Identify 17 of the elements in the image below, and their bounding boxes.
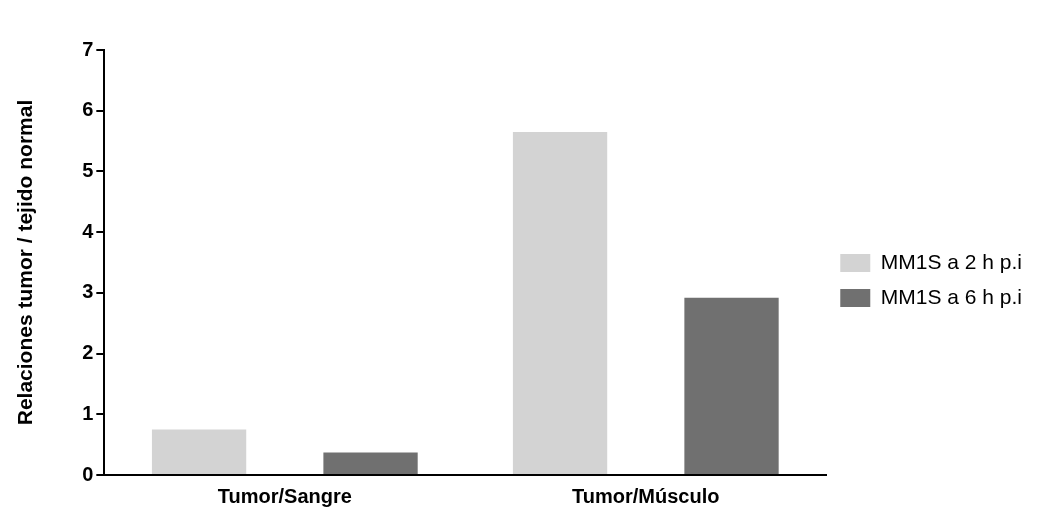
- y-tick-label: 4: [82, 219, 95, 242]
- y-axis-title: Relaciones tumor / tejido normal: [13, 99, 37, 426]
- y-tick-label: 7: [82, 37, 94, 60]
- x-tick-label: Tumor/Sangre: [217, 484, 352, 507]
- bar: [684, 297, 779, 474]
- y-tick-label: 1: [82, 401, 94, 424]
- legend-label: MM1S a 2 h p.i: [880, 249, 1023, 273]
- y-tick-label: 2: [82, 341, 94, 364]
- y-tick-label: 5: [82, 158, 94, 181]
- y-tick-label: 3: [82, 280, 94, 303]
- legend-label: MM1S a 6 h p.i: [880, 284, 1023, 308]
- bar: [151, 429, 247, 474]
- x-tick-label: Tumor/Músculo: [572, 484, 720, 507]
- bar: [323, 452, 418, 474]
- y-tick-label: 6: [82, 98, 94, 121]
- bar: [512, 131, 608, 474]
- y-tick-label: 0: [82, 462, 94, 485]
